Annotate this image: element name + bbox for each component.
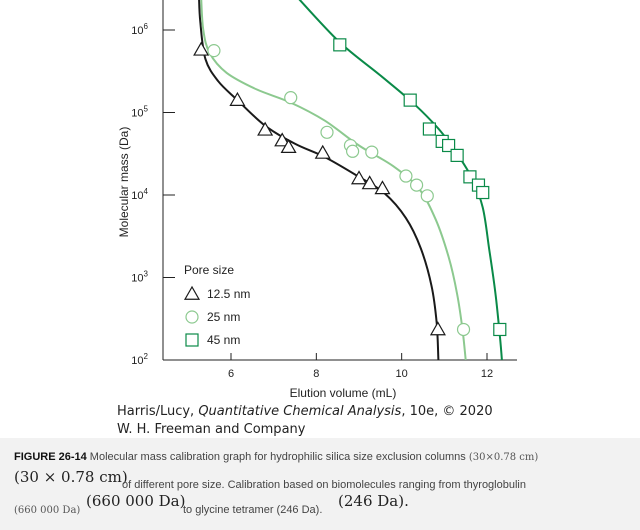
- credit-prefix: Harris/Lucy,: [117, 404, 199, 419]
- y-tick-label: 102: [131, 352, 148, 367]
- legend-label: 45 nm: [207, 333, 240, 347]
- x-tick-label: 10: [396, 368, 408, 380]
- caption-line-2: (30 × 0.78 cm): [14, 470, 128, 485]
- credit-publisher: W. H. Freeman and Company: [117, 422, 306, 437]
- point-45-nmnm: [493, 322, 507, 337]
- caption-figure-label: FIGURE 26-14: [14, 451, 87, 463]
- point-25-nmnm: [410, 178, 424, 192]
- point-45-nmnm: [450, 148, 464, 162]
- point-45-nmnm: [476, 185, 490, 200]
- caption-dimension-small: (30×0.78 cm): [468, 452, 539, 463]
- credit-book-title: Quantitative Chemical Analysis: [198, 404, 402, 419]
- point-12-5-nmnm: [429, 321, 446, 336]
- point-45-nmnm: [333, 38, 347, 52]
- point-25-nmnm: [284, 91, 298, 105]
- legend: Pore size 12.5 nm 25 nm 45 nm: [183, 263, 250, 347]
- point-12-5-nmnm: [274, 132, 291, 147]
- credit-line-2: W. H. Freeman and Company: [117, 422, 305, 437]
- point-12-5-nmnm: [374, 180, 391, 195]
- caption-line-3: (660 000 Da): [14, 505, 80, 516]
- point-45-nmnm: [403, 93, 417, 107]
- point-25-nmnm: [456, 322, 471, 337]
- legend-entries: 12.5 nm 25 nm 45 nm: [183, 285, 250, 347]
- y-tick-label: 103: [131, 270, 148, 285]
- legend-marker-square: [185, 333, 199, 347]
- caption-mass-small: (660 000 Da): [14, 505, 81, 516]
- axis-ticks: 6 8 10 12 102 103 104 105 106: [131, 22, 493, 380]
- legend-title: Pore size: [184, 263, 234, 277]
- credit-line-1: Harris/Lucy, Quantitative Chemical Analy…: [117, 404, 493, 419]
- point-25-nmnm: [346, 144, 360, 158]
- point-25-nmnm: [420, 189, 434, 203]
- fit-curves: [198, 0, 503, 360]
- point-12-5-nmnm: [361, 175, 378, 190]
- calibration-chart: 6 8 10 12 102 103 104 105 106 Elution volume (mL…: [117, 0, 517, 400]
- point-12-5-nmnm: [257, 121, 274, 136]
- y-tick-label: 105: [131, 105, 148, 120]
- x-axis-label: Elution volume (mL): [290, 386, 397, 400]
- caption-mass-large: (660 000 Da): [86, 492, 186, 510]
- point-25-nmnm: [399, 169, 413, 183]
- point-45-nmnm: [422, 122, 436, 136]
- x-tick-label: 6: [228, 368, 234, 380]
- point-12-5-nmnm: [193, 41, 210, 56]
- caption-line-3-text: to glycine tetramer (246 Da).: [183, 505, 322, 516]
- curve-25-nmnm: [200, 0, 467, 360]
- caption-line-3-big: (660 000 Da): [86, 494, 185, 509]
- figure-caption: FIGURE 26-14 Molecular mass calibration …: [0, 438, 640, 530]
- point-12-5-nmnm: [280, 138, 297, 153]
- caption-line-1: FIGURE 26-14 Molecular mass calibration …: [14, 452, 538, 463]
- point-12-5-nmnm: [229, 91, 246, 106]
- legend-label: 25 nm: [207, 310, 240, 324]
- point-45-nmnm: [442, 138, 456, 153]
- point-25-nmnm: [207, 44, 221, 58]
- caption-line-3-big2: (246 Da).: [338, 494, 409, 509]
- caption-line-2-text: of different pore size. Calibration base…: [122, 480, 526, 491]
- legend-marker-triangle: [183, 285, 201, 300]
- caption-dimension-large: (30 × 0.78 cm): [14, 468, 128, 486]
- x-tick-label: 12: [481, 368, 493, 380]
- x-tick-label: 8: [313, 368, 319, 380]
- legend-label: 12.5 nm: [207, 287, 250, 301]
- caption-text-3: to glycine tetramer (246 Da).: [183, 504, 323, 516]
- y-axis-label: Molecular mass (Da): [117, 127, 131, 238]
- credit-suffix: , 10e, © 2020: [401, 404, 493, 419]
- legend-marker-circle: [185, 310, 199, 324]
- point-12-5-nmnm: [314, 144, 331, 159]
- data-points: [193, 38, 507, 337]
- figure-panel: 6 8 10 12 102 103 104 105 106 Elution volume (mL…: [117, 0, 517, 437]
- y-tick-label: 104: [131, 187, 148, 202]
- curve-45-nmnm: [298, 0, 503, 360]
- y-tick-label: 106: [131, 22, 148, 37]
- axes: [162, 0, 517, 361]
- point-25-nmnm: [320, 125, 334, 139]
- caption-tetramer-mass-large: (246 Da).: [338, 492, 409, 510]
- caption-text-1: Molecular mass calibration graph for hyd…: [86, 451, 469, 463]
- point-12-5-nmnm: [350, 170, 368, 185]
- caption-text-2: of different pore size. Calibration base…: [122, 479, 526, 491]
- point-25-nmnm: [365, 145, 379, 159]
